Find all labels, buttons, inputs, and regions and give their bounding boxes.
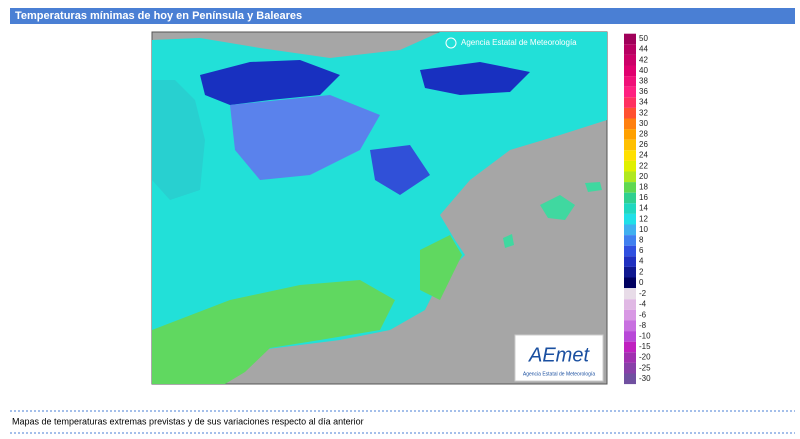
legend-swatch — [624, 76, 636, 87]
legend-swatch — [624, 118, 636, 130]
legend-label: 36 — [639, 87, 648, 96]
legend-swatch — [624, 299, 636, 310]
legend-label: 40 — [639, 66, 648, 75]
legend-swatch — [624, 277, 636, 289]
legend-label: -8 — [639, 321, 647, 330]
legend-label: -15 — [639, 342, 651, 351]
cold-zone — [370, 145, 430, 195]
logo-caption: Agencia Estatal de Meteorología — [523, 371, 595, 377]
legend-swatch — [624, 373, 636, 385]
legend-label: 8 — [639, 236, 644, 245]
legend-swatch — [624, 171, 636, 183]
copyright-icon — [445, 37, 457, 49]
legend-label: 18 — [639, 183, 648, 192]
legend: 5044424038363432302826242220181614121086… — [624, 33, 651, 385]
header-title: Temperaturas mínimas de hoy en Península… — [15, 10, 302, 22]
legend-label: 26 — [639, 140, 648, 149]
legend-label: -6 — [639, 310, 647, 319]
cold-zone — [420, 62, 530, 95]
map: Agencia Estatal de Meteorología AEmet Ag… — [151, 31, 608, 385]
legend-swatch — [624, 139, 636, 151]
cold-zone — [200, 60, 340, 105]
warm-zone — [420, 235, 462, 300]
legend-swatch — [624, 320, 636, 332]
legend-swatch — [624, 256, 636, 267]
legend-swatch — [624, 288, 636, 300]
legend-label: -2 — [639, 289, 647, 298]
menorca — [585, 182, 602, 192]
legend-label: -25 — [639, 363, 651, 372]
mallorca — [540, 195, 575, 220]
legend-label: -4 — [639, 300, 647, 309]
legend-label: 6 — [639, 246, 644, 255]
cool-zone — [230, 95, 380, 180]
legend-swatch — [624, 224, 636, 236]
header-bar — [10, 8, 795, 24]
ibiza — [503, 234, 514, 248]
legend-swatch — [624, 65, 636, 77]
legend-label: 32 — [639, 108, 648, 117]
legend-swatch — [624, 309, 636, 321]
logo: AEmet — [528, 344, 590, 366]
legend-label: 0 — [639, 278, 644, 287]
legend-swatch — [624, 44, 636, 55]
legend-label: 38 — [639, 77, 648, 86]
legend-swatch — [624, 352, 636, 363]
footer-text: Mapas de temperaturas extremas previstas… — [12, 416, 364, 426]
legend-label: 22 — [639, 161, 648, 170]
legend-label: 2 — [639, 267, 644, 276]
legend-label: -20 — [639, 353, 651, 362]
legend-swatch — [624, 54, 636, 66]
legend-swatch — [624, 86, 636, 98]
legend-label: 44 — [639, 45, 648, 54]
logo-box — [514, 334, 604, 382]
legend-swatch — [624, 192, 636, 204]
legend-swatch — [624, 341, 636, 353]
legend-label: 12 — [639, 214, 648, 223]
legend-label: -10 — [639, 332, 651, 341]
legend-swatch — [624, 33, 636, 45]
legend-swatch — [624, 107, 636, 119]
legend-label: 30 — [639, 119, 648, 128]
legend-label: -30 — [639, 374, 651, 383]
legend-label: 34 — [639, 98, 648, 107]
legend-swatch — [624, 129, 636, 140]
legend-swatch — [624, 213, 636, 225]
legend-swatch — [624, 203, 636, 214]
portugal — [152, 80, 205, 200]
legend-label: 42 — [639, 55, 648, 64]
legend-swatch — [624, 97, 636, 108]
legend-swatch — [624, 362, 636, 374]
legend-swatch — [624, 235, 636, 246]
legend-swatch — [624, 182, 636, 193]
legend-label: 50 — [639, 34, 648, 43]
legend-swatch — [624, 150, 636, 161]
legend-label: 10 — [639, 225, 648, 234]
legend-label: 16 — [639, 193, 648, 202]
legend-swatch — [624, 160, 636, 172]
legend-swatch — [624, 331, 636, 342]
legend-label: 24 — [639, 151, 648, 160]
legend-label: 28 — [639, 130, 648, 139]
legend-label: 20 — [639, 172, 648, 181]
legend-label: 4 — [639, 257, 644, 266]
map-attribution: Agencia Estatal de Meteorología — [461, 38, 577, 47]
legend-swatch — [624, 266, 636, 278]
legend-swatch — [624, 245, 636, 257]
warm-zone — [152, 280, 395, 384]
legend-label: 14 — [639, 204, 648, 213]
